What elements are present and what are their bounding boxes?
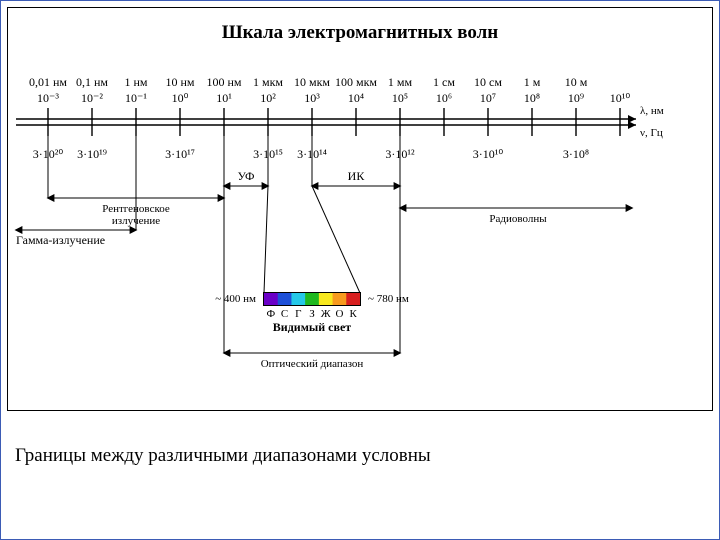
wavelength-label: 0,1 нм — [76, 75, 108, 89]
visible-left-nm: ~ 400 нм — [215, 293, 256, 305]
wavelength-label: 1 м — [524, 75, 541, 89]
visible-letter: О — [335, 308, 343, 320]
nu-unit: ν, Гц — [640, 127, 663, 139]
exponent-label: 10⁻² — [81, 91, 103, 105]
ir-label: ИК — [348, 169, 366, 183]
visible-color-segment — [305, 293, 319, 305]
exponent-label: 10⁻¹ — [125, 91, 147, 105]
uv-label: УФ — [237, 169, 254, 183]
wavelength-label: 1 см — [433, 75, 455, 89]
slide-outer: Шкала электромагнитных волн 0,01 нм 10⁻³ 3… — [0, 0, 720, 540]
wavelength-label: 0,01 нм — [29, 75, 67, 89]
wavelength-label: 1 мкм — [253, 75, 283, 89]
visible-letter: К — [349, 308, 357, 320]
caption: Границы между различными диапазонами усл… — [15, 445, 713, 467]
wavelength-label: 1 нм — [124, 75, 147, 89]
exponent-label: 10³ — [304, 91, 320, 105]
frequency-label: 3·10¹⁷ — [165, 147, 195, 161]
xray-label-2: излучение — [112, 215, 160, 227]
exponent-label: 10⁴ — [348, 91, 364, 105]
exponent-label: 10⁷ — [480, 91, 496, 105]
wavelength-label: 100 нм — [206, 75, 241, 89]
diagram-frame: Шкала электромагнитных волн 0,01 нм 10⁻³ 3… — [7, 7, 713, 411]
diagram-title: Шкала электромагнитных волн — [12, 22, 708, 44]
visible-color-segment — [333, 293, 347, 305]
frequency-label: 3·10¹⁰ — [473, 147, 504, 161]
exponent-label: 10⁸ — [524, 91, 540, 105]
em-spectrum-chart: 0,01 нм10⁻³3·10²⁰0,1 нм10⁻²3·10¹⁹1 нм10⁻… — [12, 58, 704, 398]
frequency-label: 3·10⁸ — [563, 147, 589, 161]
lambda-unit: λ, нм — [640, 105, 664, 117]
visible-letter: З — [309, 308, 315, 320]
visible-color-segment — [278, 293, 292, 305]
visible-color-segment — [264, 293, 278, 305]
optical-label: Оптический диапазон — [261, 358, 364, 370]
exponent-label: 10¹⁰ — [610, 91, 631, 105]
visible-right-nm: ~ 780 нм — [368, 293, 409, 305]
exponent-label: 10⁵ — [392, 91, 408, 105]
wavelength-label: 10 м — [565, 75, 588, 89]
exponent-label: 10⁶ — [436, 91, 452, 105]
xray-label-1: Рентгеновское — [102, 203, 170, 215]
visible-letter: Г — [295, 308, 301, 320]
visible-letter: Ж — [321, 308, 331, 320]
exponent-label: 10¹ — [216, 91, 232, 105]
exponent-label: 10² — [260, 91, 276, 105]
visible-letter: Ф — [267, 308, 276, 320]
exponent-label: 10⁰ — [172, 91, 189, 105]
visible-letter: С — [281, 308, 288, 320]
gamma-label: Гамма-излучение — [16, 233, 105, 247]
wavelength-label: 10 см — [474, 75, 502, 89]
radio-label: Радиоволны — [489, 213, 547, 225]
exponent-label: 10⁹ — [568, 91, 584, 105]
wavelength-label: 1 мм — [388, 75, 413, 89]
visible-color-segment — [346, 293, 360, 305]
wavelength-label: 10 мкм — [294, 75, 330, 89]
exponent-label: 10⁻³ — [37, 91, 59, 105]
visible-color-segment — [291, 293, 305, 305]
wavelength-label: 100 мкм — [335, 75, 377, 89]
frequency-label: 3·10¹⁹ — [77, 147, 107, 161]
visible-color-segment — [319, 293, 333, 305]
visible-label: Видимый свет — [273, 320, 351, 334]
wavelength-label: 10 нм — [165, 75, 194, 89]
